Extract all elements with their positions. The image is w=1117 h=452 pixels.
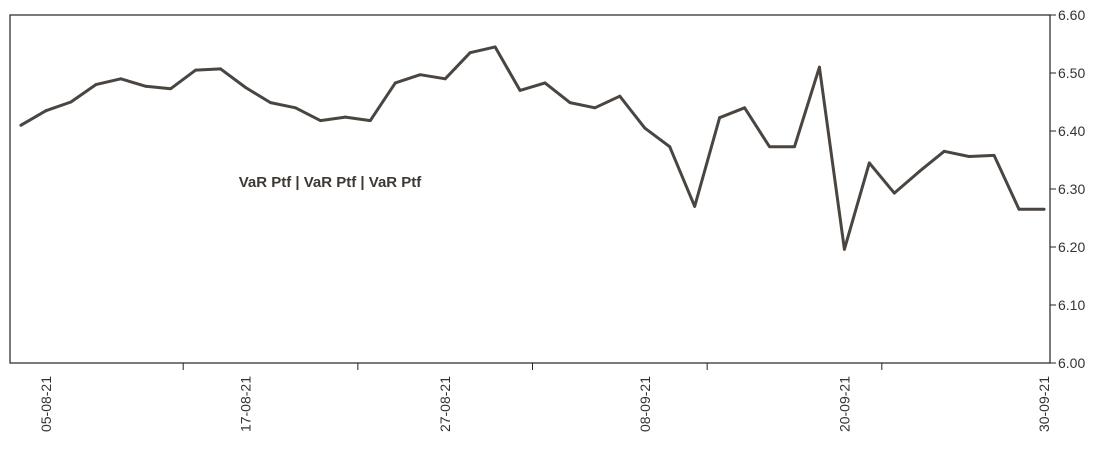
y-tick-label-2: 6.20: [1058, 239, 1085, 255]
data-point: [543, 81, 547, 85]
data-point: [743, 106, 746, 110]
data-point: [942, 149, 946, 153]
series-group: [19, 45, 1046, 251]
data-point: [418, 73, 422, 77]
data-point: [867, 161, 871, 165]
y-tick-label-3: 6.30: [1058, 181, 1085, 197]
data-point: [169, 87, 173, 91]
data-point: [144, 84, 148, 88]
data-point: [368, 119, 372, 122]
data-point: [393, 81, 397, 85]
data-point: [693, 205, 697, 208]
x-tick-label-0: 05-08-21: [38, 376, 54, 432]
data-point: [992, 153, 996, 157]
data-point: [244, 86, 247, 89]
x-tick-label-4: 20-09-21: [836, 376, 852, 432]
data-point: [643, 126, 647, 130]
data-point: [69, 100, 73, 104]
x-tick-label-1: 17-08-21: [238, 376, 254, 432]
y-tick-label-4: 6.40: [1058, 123, 1085, 139]
data-point: [219, 67, 223, 71]
data-point: [768, 145, 771, 149]
x-axis: 05-08-21 17-08-21 27-08-21 08-09-21 20-09-21…: [38, 363, 1052, 432]
data-point: [1017, 207, 1021, 211]
data-point: [842, 247, 846, 251]
data-point: [44, 109, 48, 113]
series-line: [19, 45, 1046, 251]
y-axis: 6.00 6.10 6.20 6.30 6.40 6.50 6.60: [1050, 7, 1085, 371]
data-point: [493, 45, 497, 49]
data-point: [94, 83, 98, 86]
x-tick-label-2: 27-08-21: [437, 376, 453, 432]
data-point: [443, 77, 447, 81]
plot-frame: [9, 14, 1051, 364]
x-tick-label-3: 08-09-21: [637, 376, 653, 432]
data-point: [917, 170, 921, 174]
y-tick-label-5: 6.50: [1058, 65, 1085, 81]
data-point: [294, 106, 297, 110]
data-point: [19, 123, 23, 127]
data-point: [518, 89, 522, 92]
x-tick-label-5: 30-09-21: [1036, 376, 1052, 432]
data-point: [468, 51, 472, 55]
data-point: [269, 101, 272, 104]
data-point: [618, 94, 622, 98]
data-point: [343, 115, 347, 119]
data-point: [119, 77, 123, 81]
data-point: [319, 119, 322, 122]
data-point: [718, 116, 722, 120]
data-point: [593, 106, 597, 110]
data-point: [892, 191, 896, 195]
series-label: VaR Ptf | VaR Ptf | VaR Ptf: [239, 174, 423, 191]
y-tick-label-0: 6.00: [1058, 355, 1085, 371]
data-point: [967, 155, 971, 158]
y-tick-label-6: 6.60: [1058, 7, 1085, 23]
data-point: [793, 145, 796, 149]
data-point: [668, 145, 672, 149]
data-point: [568, 101, 572, 104]
data-point: [194, 68, 198, 72]
data-point: [818, 65, 821, 69]
data-point: [1042, 207, 1046, 211]
y-tick-label-1: 6.10: [1058, 297, 1085, 313]
